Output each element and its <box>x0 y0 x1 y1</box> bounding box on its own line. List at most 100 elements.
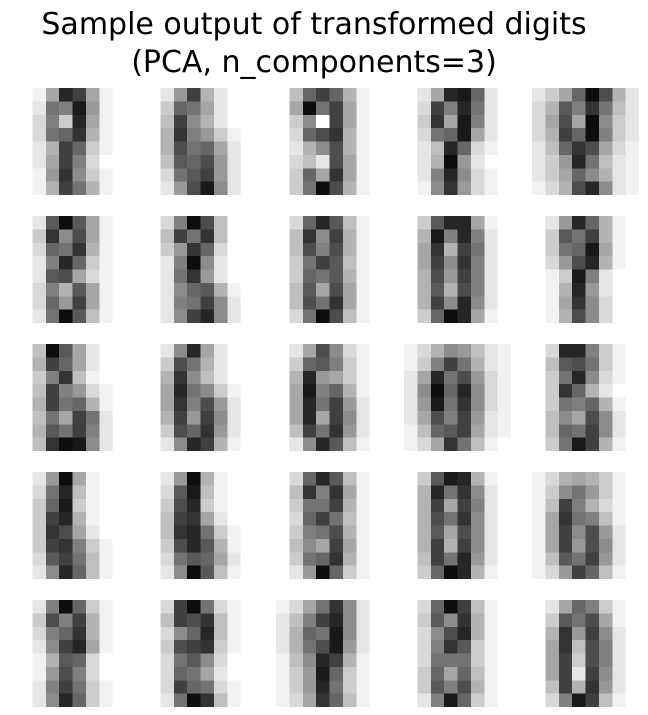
pixel <box>404 141 418 156</box>
pixel <box>187 269 201 284</box>
pixel <box>457 229 472 244</box>
pixel <box>112 640 126 654</box>
pixel <box>444 410 458 425</box>
pixel <box>240 101 254 116</box>
pixel <box>572 357 586 372</box>
pixel <box>32 485 47 500</box>
pixel <box>72 168 87 182</box>
pixel <box>147 693 161 707</box>
pixel <box>19 666 33 681</box>
digit-image-18 <box>276 472 383 579</box>
pixel <box>112 653 126 668</box>
pixel <box>32 600 47 614</box>
pixel <box>227 565 241 579</box>
pixel <box>598 344 613 358</box>
pixel <box>598 538 613 553</box>
pixel <box>625 181 639 195</box>
pixel <box>585 538 600 553</box>
pixel <box>227 128 241 142</box>
pixel <box>430 538 445 553</box>
pixel <box>444 309 458 323</box>
pixel <box>85 168 100 182</box>
pixel <box>612 141 626 156</box>
pixel <box>532 384 546 398</box>
pixel <box>545 600 560 614</box>
pixel <box>612 256 626 270</box>
pixel <box>532 397 546 412</box>
pixel <box>147 538 161 553</box>
pixel <box>356 626 370 641</box>
pixel <box>484 344 498 358</box>
pixel <box>470 344 485 358</box>
pixel <box>558 424 573 438</box>
pixel <box>329 512 344 526</box>
pixel <box>356 424 370 438</box>
pixel <box>625 424 639 438</box>
pixel <box>316 114 330 129</box>
pixel <box>369 282 383 297</box>
pixel <box>213 397 228 412</box>
pixel <box>147 552 161 566</box>
pixel <box>59 666 73 681</box>
pixel <box>32 693 47 707</box>
pixel <box>625 437 639 451</box>
pixel <box>430 472 445 486</box>
pixel <box>112 525 126 540</box>
pixel <box>497 101 511 116</box>
pixel <box>329 242 344 257</box>
pixel <box>545 229 560 244</box>
pixel <box>329 538 344 553</box>
pixel <box>585 565 600 579</box>
pixel <box>302 269 317 284</box>
pixel <box>404 538 418 553</box>
pixel <box>187 101 201 116</box>
pixel <box>470 370 485 385</box>
pixel <box>200 626 215 641</box>
pixel <box>585 693 600 707</box>
pixel <box>430 114 445 129</box>
pixel <box>160 538 175 553</box>
pixel <box>85 666 100 681</box>
pixel <box>470 216 485 230</box>
pixel <box>289 296 304 310</box>
pixel <box>532 269 546 284</box>
pixel <box>213 485 228 500</box>
pixel <box>85 229 100 244</box>
pixel <box>240 128 254 142</box>
pixel <box>112 181 126 195</box>
pixel <box>356 242 370 257</box>
pixel <box>45 397 60 412</box>
pixel <box>302 256 317 270</box>
pixel <box>532 410 546 425</box>
pixel <box>369 168 383 182</box>
pixel <box>316 538 330 553</box>
pixel <box>612 181 626 195</box>
pixel <box>85 344 100 358</box>
pixel <box>173 101 188 116</box>
pixel <box>444 256 458 270</box>
pixel <box>200 181 215 195</box>
pixel <box>72 256 87 270</box>
pixel <box>200 88 215 102</box>
pixel <box>430 154 445 169</box>
digit-image-svg <box>147 472 254 579</box>
pixel <box>545 309 560 323</box>
pixel <box>187 498 201 513</box>
pixel <box>59 525 73 540</box>
pixel <box>227 437 241 451</box>
pixel <box>59 397 73 412</box>
pixel <box>227 216 241 230</box>
pixel <box>612 344 626 358</box>
pixel <box>316 282 330 297</box>
pixel <box>342 229 357 244</box>
pixel <box>625 168 639 182</box>
pixel <box>187 472 201 486</box>
pixel <box>160 181 175 195</box>
pixel <box>316 256 330 270</box>
pixel <box>112 256 126 270</box>
pixel <box>45 437 60 451</box>
pixel <box>342 512 357 526</box>
pixel <box>32 357 47 372</box>
pixel <box>470 128 485 142</box>
pixel <box>32 344 47 358</box>
